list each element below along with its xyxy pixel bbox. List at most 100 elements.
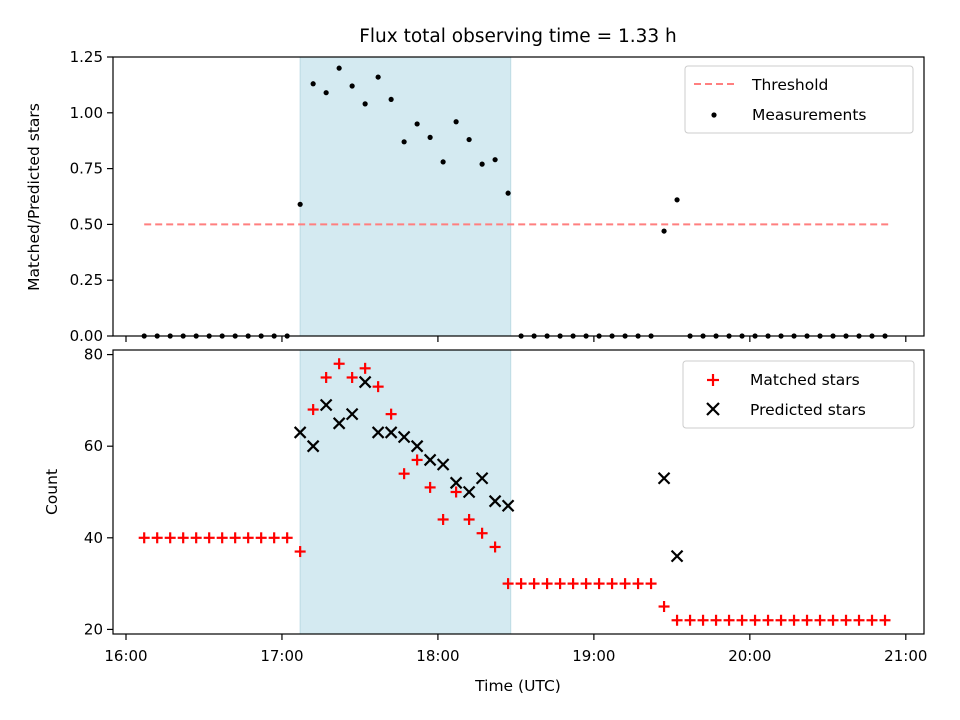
matched-star-point <box>450 486 462 498</box>
matched-star-point <box>762 614 774 626</box>
matched-star-point <box>255 532 267 544</box>
matched-star-point <box>541 578 553 590</box>
predicted-star-point <box>436 458 450 471</box>
matched-star-point <box>814 614 826 626</box>
matched-star-point <box>476 527 488 539</box>
predicted-star-point <box>475 471 489 485</box>
matched-star-point <box>411 454 423 466</box>
bottom-plot-frame <box>112 349 925 635</box>
bottom-x-axis-title: Time (UTC) <box>474 677 561 695</box>
predicted-star-point <box>371 426 385 439</box>
top-legend-measurements-label: Measurements <box>752 106 867 124</box>
matched-star-point <box>177 532 189 544</box>
measurement-point <box>349 83 355 89</box>
top-y-tick-label: 1.25 <box>70 48 103 66</box>
predicted-star-point <box>410 439 424 453</box>
predicted-star-point <box>358 375 372 389</box>
bottom-y-tick-label: 80 <box>84 346 103 364</box>
matched-star-point <box>398 468 410 480</box>
predicted-star-point <box>332 417 346 430</box>
matched-star-point <box>723 614 735 626</box>
matched-star-point <box>190 532 202 544</box>
matched-star-point <box>151 532 163 544</box>
matched-star-point <box>801 614 813 626</box>
matched-star-point <box>437 513 449 525</box>
bottom-x-tick-label: 17:00 <box>260 647 303 665</box>
top-y-tick-label: 0.00 <box>70 327 103 345</box>
predicted-star-point <box>670 549 684 563</box>
top-legend-threshold-label: Threshold <box>751 76 828 94</box>
measurement-point <box>310 81 316 87</box>
matched-star-point <box>632 578 644 590</box>
top-y-axis-title: Matched/Predicted stars <box>25 103 43 291</box>
top-panel: 0.00 0.25 0.50 0.75 1.00 1.25 Flux total obse… <box>25 26 925 345</box>
matched-star-point <box>775 614 787 626</box>
predicted-star-point <box>345 407 359 421</box>
top-legend-measurements-swatch <box>711 112 717 118</box>
matched-star-point <box>203 532 215 544</box>
measurement-point <box>297 201 303 207</box>
bottom-x-tick-label: 16:00 <box>104 647 147 665</box>
matched-star-point <box>749 614 761 626</box>
matched-star-point <box>138 532 150 544</box>
matched-star-point <box>697 614 709 626</box>
measurement-point <box>427 134 433 140</box>
top-y-tick-label: 1.00 <box>70 104 103 122</box>
bottom-y-axis-title: Count <box>43 469 61 515</box>
measurement-point <box>375 74 381 80</box>
matched-star-point <box>619 578 631 590</box>
bottom-legend-matched-swatch <box>707 374 719 386</box>
measurement-point <box>492 157 498 163</box>
measurement-point <box>323 90 329 96</box>
bottom-legend-matched-label: Matched stars <box>750 371 860 389</box>
top-y-tick-label: 0.50 <box>70 215 103 233</box>
top-shaded-region <box>299 56 512 337</box>
matched-star-point <box>788 614 800 626</box>
bottom-x-tick-label: 21:00 <box>884 647 927 665</box>
predicted-star-point <box>319 398 333 412</box>
bottom-x-tick-label: 20:00 <box>728 647 771 665</box>
bottom-y-tick-label: 40 <box>84 529 103 547</box>
matched-star-point <box>840 614 852 626</box>
measurement-point <box>440 159 446 165</box>
matched-star-point <box>359 362 371 374</box>
predicted-star-point <box>293 426 307 439</box>
matched-star-point <box>164 532 176 544</box>
top-y-tick-label: 0.25 <box>70 271 103 289</box>
matched-star-point <box>502 578 514 590</box>
matched-star-point <box>242 532 254 544</box>
matched-star-point <box>229 532 241 544</box>
matched-star-point <box>736 614 748 626</box>
matched-star-point <box>866 614 878 626</box>
predicted-star-point <box>462 485 476 499</box>
measurement-point <box>336 65 342 71</box>
matched-star-point <box>671 614 683 626</box>
measurement-point <box>674 197 680 203</box>
measurement-point <box>479 161 485 167</box>
measurement-point <box>414 121 420 127</box>
matched-star-point <box>853 614 865 626</box>
matched-star-point <box>710 614 722 626</box>
measurement-point <box>661 228 667 234</box>
measurement-point <box>466 136 472 143</box>
predicted-star-point <box>501 499 515 513</box>
matched-star-point <box>645 578 657 590</box>
top-legend: Threshold Measurements <box>684 65 914 134</box>
measurement-point <box>401 139 407 145</box>
predicted-star-point <box>657 471 671 485</box>
top-chart-title: Flux total observing time = 1.33 h <box>359 26 677 47</box>
bottom-legend-predicted-label: Predicted stars <box>750 401 866 419</box>
matched-star-point <box>879 614 891 626</box>
matched-star-point <box>684 614 696 626</box>
predicted-star-point <box>449 476 463 490</box>
bottom-x-tick-label: 18:00 <box>416 647 459 665</box>
predicted-star-point <box>423 453 437 467</box>
matched-star-point <box>268 532 280 544</box>
predicted-star-point <box>488 494 502 508</box>
bottom-y-tick-label: 60 <box>84 437 103 455</box>
bottom-x-tick-label: 19:00 <box>572 647 615 665</box>
matched-star-point <box>606 578 618 590</box>
bottom-y-tick-label: 20 <box>84 620 103 638</box>
